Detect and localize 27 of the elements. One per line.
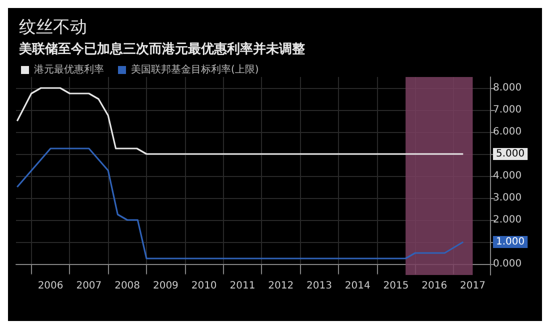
x-tick-label: 2008 <box>114 280 140 292</box>
x-tick-label: 2010 <box>191 280 217 292</box>
x-tick-label: 2014 <box>344 280 370 292</box>
x-tick-label: 2013 <box>306 280 332 292</box>
x-tick-label: 2015 <box>383 280 409 292</box>
y-tick-label: 7.000 <box>493 104 522 116</box>
x-tick-label: 2012 <box>268 280 294 292</box>
y-tick-label: 8.000 <box>493 82 522 94</box>
y-tick-label: 4.000 <box>493 170 522 182</box>
chart-title: 纹丝不动 <box>19 18 87 38</box>
y-tick-label: 6.000 <box>493 126 522 138</box>
x-tick-label: 2007 <box>76 280 102 292</box>
y-tick-label: 0.000 <box>493 258 522 270</box>
x-tick-label: 2009 <box>152 280 178 292</box>
y-tick-label: 3.000 <box>493 192 522 204</box>
y-tick-label: 5.000 <box>496 148 525 160</box>
chart-subtitle: 美联储至今已加息三次而港元最优惠利率并未调整 <box>18 41 306 57</box>
x-tick-label: 2017 <box>460 280 486 292</box>
line-series <box>16 87 464 155</box>
x-tick-label: 2011 <box>230 280 256 292</box>
legend-label: 美国联邦基金目标利率(上限) <box>131 64 259 76</box>
legend-label: 港元最优惠利率 <box>34 64 104 76</box>
x-tick-label: 2006 <box>38 280 64 292</box>
line-series <box>16 148 464 260</box>
y-tick-label: 2.000 <box>493 214 522 226</box>
y-tick-label: 1.000 <box>496 236 525 248</box>
x-tick-label: 2016 <box>422 280 448 292</box>
